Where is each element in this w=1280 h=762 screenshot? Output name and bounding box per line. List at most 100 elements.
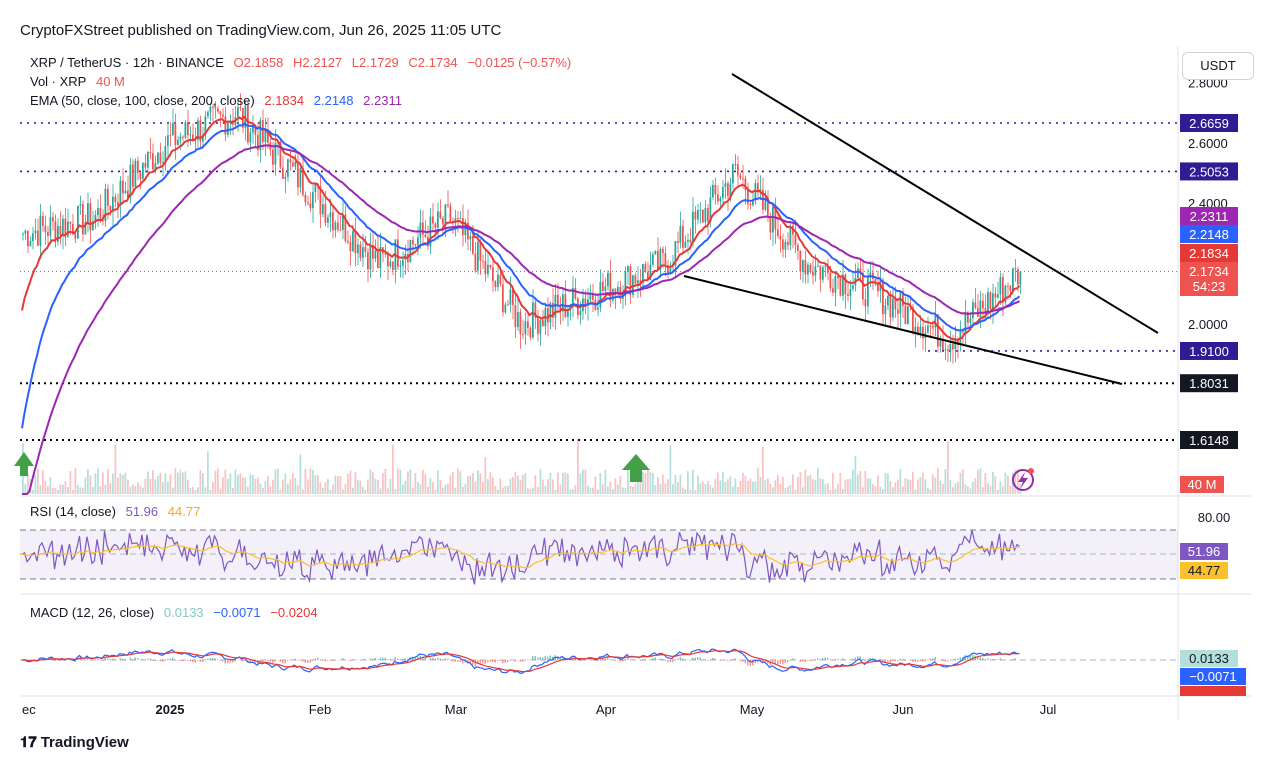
volume-bar bbox=[257, 477, 259, 494]
volume-bar bbox=[267, 476, 269, 494]
candle-body bbox=[737, 164, 739, 176]
level-label: 1.8031 bbox=[1189, 376, 1229, 391]
macd-hist-bar bbox=[792, 658, 794, 660]
candle-body bbox=[499, 274, 502, 285]
candle-body bbox=[164, 146, 167, 162]
volume-bar bbox=[394, 488, 397, 494]
volume-bar bbox=[684, 489, 687, 494]
candle-body bbox=[552, 302, 554, 318]
candle-body bbox=[607, 272, 609, 287]
macd-hist-bar bbox=[729, 660, 731, 661]
volume-bar bbox=[759, 477, 762, 494]
volume-bar bbox=[254, 478, 257, 494]
macd-hist-bar bbox=[602, 658, 604, 660]
macd-hist-bar bbox=[417, 656, 419, 660]
macd-line bbox=[21, 648, 1020, 675]
macd-hist-bar bbox=[1012, 658, 1014, 660]
macd-hist-bar bbox=[229, 660, 231, 663]
candle-body bbox=[892, 298, 894, 318]
candle-body bbox=[679, 226, 682, 243]
candle-body bbox=[522, 333, 524, 335]
candle-body bbox=[264, 129, 267, 143]
volume-bar bbox=[769, 483, 772, 494]
price-label-box bbox=[1180, 244, 1238, 262]
level-label: 2.6659 bbox=[1189, 116, 1229, 131]
candle-body bbox=[434, 223, 437, 228]
candle-body bbox=[917, 326, 919, 333]
candle-body bbox=[902, 291, 904, 307]
macd-hist-bar bbox=[977, 657, 979, 660]
macd-hist-bar bbox=[972, 654, 974, 660]
macd-hist-bar bbox=[454, 660, 456, 662]
candle-body bbox=[559, 304, 562, 312]
candle-body bbox=[24, 230, 27, 234]
macd-hist-bar bbox=[702, 659, 704, 660]
candle-body bbox=[567, 309, 569, 317]
legend-macd-label: MACD (12, 26, close) bbox=[30, 605, 155, 620]
macd-hist-bar bbox=[62, 659, 64, 660]
candle-body bbox=[387, 254, 389, 267]
volume-bar bbox=[847, 479, 849, 494]
macd-hist-bar bbox=[302, 660, 304, 662]
volume-bar bbox=[32, 489, 34, 494]
volume-bar bbox=[374, 478, 377, 494]
candle-body bbox=[474, 253, 477, 271]
macd-hist-bar bbox=[772, 660, 774, 664]
volume-bar bbox=[642, 472, 644, 494]
candle-body bbox=[247, 105, 249, 143]
volume-bar bbox=[484, 457, 487, 494]
macd-hist-bar bbox=[152, 660, 154, 661]
macd-hist-bar bbox=[262, 660, 264, 662]
macd-hist-bar bbox=[679, 656, 681, 660]
macd-hist-bar bbox=[222, 660, 224, 662]
macd-hist-bar bbox=[534, 655, 536, 660]
candle-body bbox=[1019, 271, 1022, 285]
volume-bar bbox=[942, 484, 944, 494]
volume-bar bbox=[522, 474, 524, 494]
candle-body bbox=[272, 149, 274, 165]
candle-body bbox=[689, 239, 692, 243]
volume-bar bbox=[104, 484, 107, 494]
macd-hist-bar bbox=[259, 660, 261, 662]
volume-bar bbox=[37, 468, 39, 494]
volume-bar bbox=[209, 489, 212, 494]
candle-body bbox=[217, 108, 219, 112]
currency-selector[interactable]: USDT bbox=[1182, 52, 1254, 80]
volume-bar bbox=[302, 489, 304, 494]
volume-bar bbox=[729, 476, 732, 494]
macd-hist-bar bbox=[119, 657, 121, 660]
candle-body bbox=[419, 222, 422, 238]
volume-bar bbox=[557, 472, 559, 494]
volume-bar bbox=[704, 484, 707, 494]
volume-bar bbox=[927, 488, 929, 494]
macd-hist-bar bbox=[644, 659, 646, 660]
macd-hist-bar bbox=[232, 660, 234, 663]
macd-hist-bar bbox=[742, 660, 744, 662]
volume-bar bbox=[944, 469, 947, 494]
tradingview-logo-icon: 𝟏𝟕 bbox=[20, 734, 37, 751]
tradingview-footer[interactable]: 𝟏𝟕 TradingView bbox=[20, 734, 129, 751]
rsi-value: 51.96 bbox=[1188, 544, 1221, 559]
macd-hist-bar bbox=[859, 656, 861, 660]
volume-bar bbox=[452, 472, 454, 494]
price-label-box bbox=[1180, 262, 1238, 296]
volume-bar bbox=[184, 471, 187, 494]
volume-bar bbox=[264, 481, 267, 494]
candle-body bbox=[494, 281, 497, 287]
candle-body bbox=[837, 276, 839, 279]
volume-bar bbox=[822, 479, 824, 494]
macd-hist-bar bbox=[209, 657, 211, 660]
volume-bar bbox=[174, 468, 177, 494]
candle-body bbox=[67, 221, 69, 237]
volume-bar bbox=[897, 479, 899, 494]
macd-hist-bar bbox=[819, 659, 821, 660]
candle-body bbox=[667, 265, 669, 274]
candle-body bbox=[89, 203, 92, 231]
candle-body bbox=[352, 231, 354, 252]
volume-bar bbox=[494, 486, 497, 494]
price-label-box bbox=[1180, 225, 1238, 243]
macd-value: −0.0071 bbox=[1189, 669, 1236, 684]
candle-body bbox=[614, 288, 617, 295]
macd-hist-bar bbox=[664, 660, 666, 661]
